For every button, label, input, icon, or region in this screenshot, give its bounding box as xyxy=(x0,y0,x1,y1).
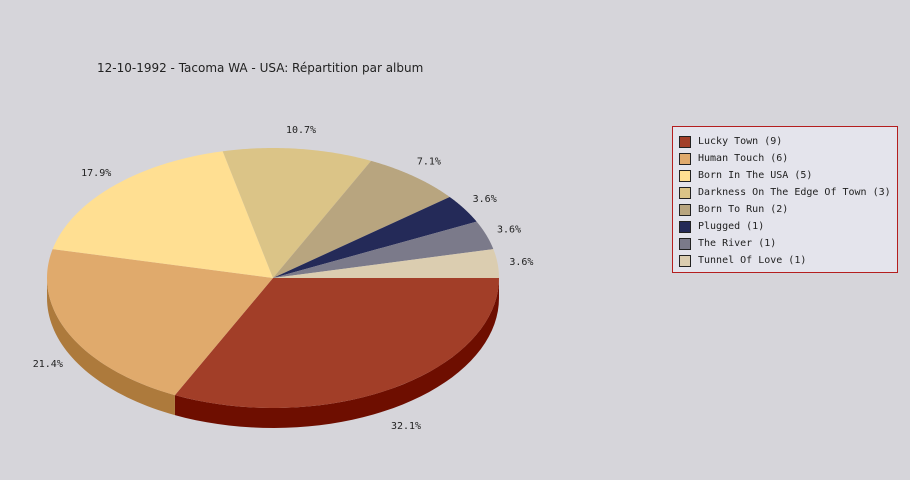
pct-label-born-to-run: 7.1% xyxy=(417,157,441,168)
legend-item-darkness: Darkness On The Edge Of Town (3) xyxy=(679,184,897,201)
legend-item-plugged: Plugged (1) xyxy=(679,218,897,235)
pct-label-darkness-on-the-edge-of-town: 10.7% xyxy=(286,125,316,136)
pct-label-human-touch: 21.4% xyxy=(33,359,63,370)
legend-item-tunnel-of-love: Tunnel Of Love (1) xyxy=(679,252,897,269)
legend-label: Born To Run (2) xyxy=(698,204,789,215)
legend-label: Lucky Town (9) xyxy=(698,136,783,147)
legend-item-born-in-the-usa: Born In The USA (5) xyxy=(679,167,897,184)
legend-label: Tunnel Of Love (1) xyxy=(698,255,807,266)
pie-slice-the-river xyxy=(273,221,494,278)
pct-label-tunnel-of-love: 3.6% xyxy=(509,257,533,268)
chart-title: 12-10-1992 - Tacoma WA - USA: Répartitio… xyxy=(97,61,424,75)
legend-label: Darkness On The Edge Of Town (3) xyxy=(698,187,891,198)
legend-swatch xyxy=(679,237,691,250)
legend-swatch xyxy=(679,203,691,216)
pie-side-human-touch xyxy=(47,278,175,416)
legend-item-human-touch: Human Touch (6) xyxy=(679,150,897,167)
legend-swatch xyxy=(679,220,691,233)
pie-slice-plugged xyxy=(273,196,477,278)
legend-label: The River (1) xyxy=(698,238,777,249)
legend-label: Born In The USA (5) xyxy=(698,170,813,181)
pie-slice-darkness-on-the-edge-of-town xyxy=(222,148,372,278)
pct-label-lucky-town: 32.1% xyxy=(391,421,421,432)
pct-label-born-in-the-usa: 17.9% xyxy=(81,168,111,179)
legend-label: Human Touch (6) xyxy=(698,153,789,164)
legend-label: Plugged (1) xyxy=(698,221,765,232)
pie-slice-human-touch xyxy=(47,249,273,396)
pct-label-the-river: 3.6% xyxy=(497,225,521,236)
legend-item-lucky-town: Lucky Town (9) xyxy=(679,133,897,150)
legend-swatch xyxy=(679,152,691,165)
legend-item-the-river: The River (1) xyxy=(679,235,897,252)
legend-item-born-to-run: Born To Run (2) xyxy=(679,201,897,218)
legend-swatch xyxy=(679,254,691,267)
pct-label-plugged: 3.6% xyxy=(473,194,497,205)
legend: Lucky Town (9) Human Touch (6) Born In T… xyxy=(672,126,898,273)
pie-slice-born-in-the-usa xyxy=(52,151,273,278)
pie-side-lucky-town xyxy=(174,278,499,428)
pie-slice-lucky-town xyxy=(174,278,499,408)
pie-slice-tunnel-of-love xyxy=(273,249,499,278)
legend-swatch xyxy=(679,169,691,182)
legend-swatch xyxy=(679,186,691,199)
pie-slice-born-to-run xyxy=(273,160,450,278)
legend-swatch xyxy=(679,135,691,148)
